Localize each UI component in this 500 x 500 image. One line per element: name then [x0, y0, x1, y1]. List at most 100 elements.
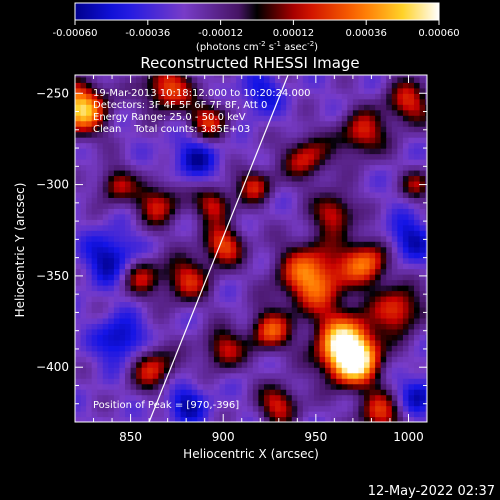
heatmap-cell [263, 235, 271, 242]
heatmap-cell [358, 394, 365, 401]
heatmap-cell [297, 115, 304, 122]
heatmap-cell [375, 219, 382, 226]
heatmap-cell [169, 389, 176, 396]
heatmap-cell [364, 361, 371, 368]
heatmap-cell [158, 252, 165, 259]
heatmap-cell [97, 301, 104, 308]
heatmap-cell [208, 241, 215, 248]
heatmap-cell [113, 334, 121, 341]
heatmap-cell [375, 186, 382, 193]
heatmap-cell [341, 208, 348, 215]
heatmap-cell [341, 148, 348, 155]
heatmap-cell [419, 148, 426, 155]
heatmap-cell [75, 317, 82, 324]
heatmap-cell [302, 372, 310, 379]
heatmap-cell [86, 317, 93, 324]
heatmap-cell [213, 104, 221, 111]
heatmap-cell [113, 317, 121, 324]
heatmap-cell [364, 115, 371, 122]
heatmap-cell [125, 126, 132, 133]
heatmap-cell [308, 339, 315, 346]
heatmap-cell [163, 153, 171, 160]
heatmap-cell [113, 263, 121, 270]
heatmap-cell [163, 405, 171, 412]
heatmap-cell [97, 257, 104, 264]
heatmap-cell [358, 285, 365, 292]
heatmap-cell [302, 339, 310, 346]
heatmap-cell [147, 148, 154, 155]
heatmap-cell [91, 328, 98, 335]
heatmap-cell [275, 142, 282, 149]
heatmap-cell [414, 339, 421, 346]
heatmap-cell [219, 285, 226, 292]
heatmap-cell [419, 93, 426, 100]
heatmap-cell [147, 323, 154, 330]
heatmap-cell [152, 137, 159, 144]
heatmap-cell [202, 169, 209, 177]
heatmap-cell [402, 274, 410, 281]
heatmap-cell [414, 400, 421, 407]
heatmap-cell [302, 328, 310, 335]
heatmap-cell [130, 75, 137, 78]
heatmap-cell [197, 131, 204, 138]
heatmap-cell [369, 159, 376, 166]
heatmap-cell [247, 285, 254, 292]
heatmap-cell [175, 241, 182, 248]
heatmap-cell [247, 137, 254, 144]
heatmap-cell [258, 317, 265, 324]
heatmap-cell [313, 219, 321, 226]
heatmap-cell [80, 169, 87, 177]
heatmap-cell [280, 87, 287, 94]
heatmap-cell [263, 257, 271, 264]
heatmap-cell [302, 98, 310, 105]
heatmap-cell [230, 323, 237, 330]
heatmap-cell [291, 191, 298, 198]
heatmap-cell [258, 75, 265, 78]
heatmap-cell [302, 159, 310, 166]
heatmap-cell [180, 126, 187, 133]
heatmap-cell [158, 268, 165, 275]
heatmap-cell [152, 197, 159, 204]
heatmap-cell [252, 345, 260, 352]
heatmap-cell [119, 131, 126, 138]
heatmap-cell [130, 400, 137, 407]
heatmap-cell [230, 87, 237, 94]
heatmap-cell [197, 104, 204, 111]
heatmap-cell [408, 202, 415, 209]
heatmap-cell [136, 76, 143, 83]
heatmap-cell [341, 383, 348, 390]
heatmap-cell [275, 164, 282, 171]
heatmap-cell [336, 137, 343, 144]
heatmap-cell [180, 350, 187, 357]
heatmap-cell [397, 345, 404, 352]
heatmap-cell [219, 394, 226, 401]
heatmap-cell [208, 317, 215, 324]
heatmap-cell [113, 361, 121, 368]
heatmap-cell [275, 115, 282, 122]
heatmap-cell [241, 224, 248, 231]
heatmap-cell [325, 235, 332, 242]
heatmap-cell [269, 169, 276, 177]
heatmap-cell [263, 202, 271, 209]
heatmap-cell [113, 350, 121, 357]
heatmap-cell [80, 120, 87, 127]
heatmap-cell [163, 126, 171, 133]
heatmap-cell [341, 356, 348, 363]
heatmap-cell [219, 345, 226, 352]
heatmap-cell [136, 246, 143, 253]
heatmap-cell [425, 153, 427, 160]
heatmap-cell [286, 197, 293, 204]
heatmap-cell [75, 186, 82, 193]
heatmap-cell [297, 120, 304, 127]
heatmap-cell [419, 126, 426, 133]
heatmap-cell [91, 75, 98, 78]
heatmap-cell [336, 230, 343, 237]
heatmap-cell [86, 301, 93, 308]
heatmap-cell [275, 274, 282, 281]
heatmap-cell [308, 159, 315, 166]
heatmap-cell [125, 241, 132, 248]
colorbar-unit-label: (photons cm-2 s-1 asec-2) [196, 40, 318, 53]
heatmap-cell [241, 378, 248, 385]
heatmap-cell [414, 115, 421, 122]
heatmap-cell [80, 219, 87, 226]
